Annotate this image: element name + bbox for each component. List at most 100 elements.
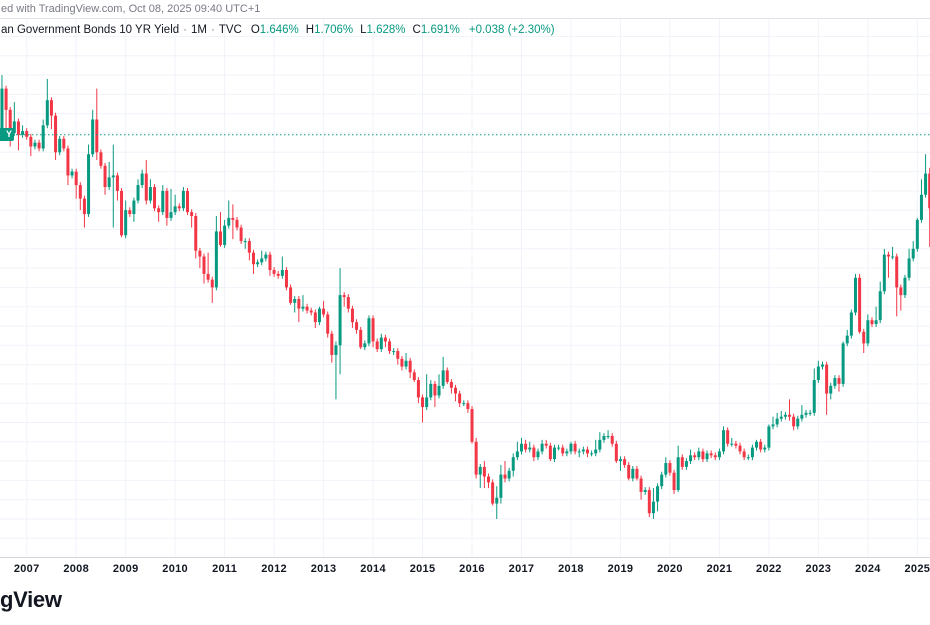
candle-body bbox=[540, 443, 544, 452]
candle bbox=[878, 281, 882, 324]
candle bbox=[371, 315, 375, 348]
candle bbox=[585, 446, 589, 458]
candle-body bbox=[858, 277, 862, 332]
candle bbox=[647, 487, 651, 518]
candle-body bbox=[70, 171, 74, 176]
candle-body bbox=[837, 378, 841, 384]
candle bbox=[911, 241, 915, 262]
candle bbox=[301, 295, 305, 312]
candle bbox=[511, 453, 515, 477]
candle bbox=[668, 460, 672, 476]
candle-body bbox=[907, 258, 911, 278]
candle-body bbox=[713, 455, 717, 458]
candle bbox=[190, 209, 194, 228]
candle bbox=[709, 450, 713, 459]
candle-body bbox=[181, 190, 185, 209]
candle-body bbox=[474, 441, 478, 475]
candle bbox=[602, 433, 606, 443]
candle bbox=[701, 448, 705, 463]
candle-body bbox=[223, 225, 227, 245]
candle bbox=[416, 377, 420, 404]
candle-body bbox=[585, 449, 589, 454]
candle-body bbox=[734, 443, 738, 446]
candle-body bbox=[482, 466, 486, 477]
candle-body bbox=[602, 436, 606, 440]
candle-body bbox=[416, 380, 420, 398]
candle-body bbox=[618, 459, 622, 462]
symbol-legend: an Government Bonds 10 YR Yield · 1M · T… bbox=[1, 23, 555, 37]
candle-body bbox=[536, 451, 540, 458]
candle-body bbox=[301, 306, 305, 309]
candle bbox=[49, 97, 53, 130]
candle bbox=[705, 450, 709, 463]
candle-body bbox=[899, 287, 903, 296]
candle-body bbox=[647, 490, 651, 514]
candle bbox=[132, 197, 136, 222]
candle-body bbox=[829, 385, 833, 394]
candle bbox=[297, 296, 301, 323]
candle bbox=[853, 273, 857, 316]
candle-body bbox=[697, 451, 701, 458]
candle bbox=[388, 338, 392, 354]
candle-body bbox=[623, 459, 627, 465]
candle bbox=[21, 125, 25, 138]
candle bbox=[903, 274, 907, 299]
open-label: O bbox=[250, 23, 260, 36]
candle-body bbox=[631, 468, 635, 479]
candle bbox=[722, 426, 726, 455]
candle-body bbox=[552, 447, 556, 460]
candle bbox=[924, 154, 928, 198]
candle-body bbox=[227, 217, 231, 226]
candle bbox=[660, 471, 664, 490]
candle bbox=[792, 413, 796, 431]
candle-body bbox=[54, 115, 58, 153]
candle-body bbox=[313, 312, 317, 323]
candle bbox=[689, 449, 693, 464]
close-value: 1.691% bbox=[420, 23, 460, 36]
tradingview-logo: gView bbox=[0, 587, 62, 612]
candle-body bbox=[37, 142, 41, 149]
candle-body bbox=[305, 306, 309, 311]
candle-body bbox=[33, 142, 37, 147]
time-axis[interactable]: 2007 2008 2009 2010 2011 2012 2013 2014 2015 2016… bbox=[0, 557, 930, 584]
candle bbox=[124, 200, 128, 239]
candle bbox=[367, 315, 371, 347]
candle-body bbox=[309, 310, 313, 313]
x-axis-year-label: 2025 bbox=[904, 563, 930, 575]
x-axis-year-label: 2019 bbox=[607, 563, 634, 575]
candle bbox=[895, 253, 899, 317]
candle bbox=[280, 256, 284, 279]
candle-body bbox=[726, 430, 730, 444]
candle bbox=[186, 188, 190, 216]
candle-body bbox=[132, 200, 136, 215]
candle bbox=[833, 375, 837, 389]
candle-body bbox=[788, 414, 792, 417]
candle-body bbox=[107, 177, 111, 188]
candle bbox=[41, 119, 45, 152]
candle-body bbox=[210, 279, 214, 288]
candle bbox=[148, 179, 152, 204]
candle bbox=[272, 267, 276, 277]
candle bbox=[804, 409, 808, 418]
candle-body bbox=[862, 331, 866, 344]
candle-body bbox=[202, 256, 206, 274]
candle-body bbox=[606, 436, 610, 438]
candle bbox=[734, 440, 738, 449]
candle bbox=[565, 448, 569, 457]
candle-body bbox=[363, 343, 367, 348]
candle bbox=[470, 406, 474, 444]
candle-body bbox=[643, 490, 647, 492]
candle-body bbox=[165, 190, 169, 218]
low-label: L bbox=[360, 23, 367, 36]
candle-body bbox=[91, 119, 95, 155]
candle bbox=[862, 328, 866, 354]
candle bbox=[651, 488, 655, 519]
candle bbox=[12, 102, 16, 136]
candle bbox=[264, 251, 268, 262]
candle bbox=[870, 317, 874, 327]
candle-body bbox=[346, 297, 350, 309]
candle-body bbox=[759, 441, 763, 450]
candle bbox=[495, 486, 499, 519]
